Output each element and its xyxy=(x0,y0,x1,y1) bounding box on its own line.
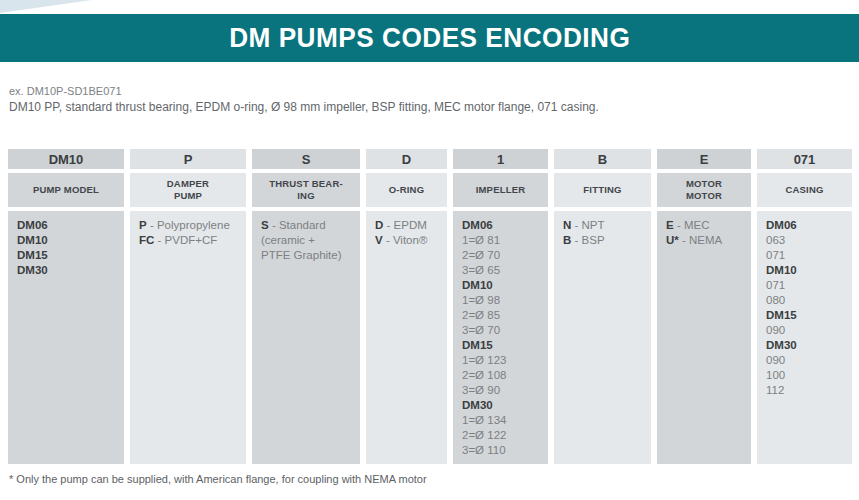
body-line: N - NPT xyxy=(563,218,642,233)
codes-table: DM10 PUMP MODEL DM06DM10DM15DM30 P DAMPE… xyxy=(8,149,851,464)
body-line: P - Polypropylene xyxy=(139,218,237,233)
column-code-cell: 1 xyxy=(453,149,548,169)
body-line: DM15 xyxy=(766,308,843,323)
body-line: DM10 xyxy=(766,263,843,278)
page-title: DM PUMPS CODES ENCODING xyxy=(229,23,630,54)
column-body-cell: S - Standard(ceramic +PTFE Graphite) xyxy=(252,211,360,464)
body-line: (ceramic + xyxy=(261,233,351,248)
example-block: ex. DM10P-SD1BE071 DM10 PP, standard thr… xyxy=(9,84,859,115)
body-line: V - Viton® xyxy=(375,233,438,248)
body-line: 3=Ø 110 xyxy=(462,443,539,458)
column-body-cell: P - PolypropyleneFC - PVDF+CF xyxy=(130,211,246,464)
body-line: PTFE Graphite) xyxy=(261,248,351,263)
column-body-cell: D - EPDMV - Viton® xyxy=(366,211,447,464)
column-label-cell: O-RING xyxy=(366,173,447,207)
body-line: DM15 xyxy=(17,248,115,263)
title-bar: DM PUMPS CODES ENCODING xyxy=(0,14,859,62)
body-line: DM06 xyxy=(766,218,843,233)
column-code-cell: S xyxy=(252,149,360,169)
body-line: B - BSP xyxy=(563,233,642,248)
table-column-3: S THRUST BEAR- ING S - Standard(ceramic … xyxy=(252,149,360,464)
column-code-cell: E xyxy=(657,149,751,169)
column-label-cell: IMPELLER xyxy=(453,173,548,207)
column-label-cell: FITTING xyxy=(554,173,651,207)
body-line: DM30 xyxy=(17,263,115,278)
body-line: 3=Ø 70 xyxy=(462,323,539,338)
table-column-2: P DAMPER PUMP P - PolypropyleneFC - PVDF… xyxy=(130,149,246,464)
body-line: DM15 xyxy=(462,338,539,353)
body-line: 2=Ø 70 xyxy=(462,248,539,263)
body-line: DM30 xyxy=(766,338,843,353)
body-line: E - MEC xyxy=(666,218,742,233)
body-line: D - EPDM xyxy=(375,218,438,233)
column-body-cell: DM06DM10DM15DM30 xyxy=(8,211,124,464)
column-code-cell: DM10 xyxy=(8,149,124,169)
table-column-4: D O-RING D - EPDMV - Viton® xyxy=(366,149,447,464)
body-line: 063 xyxy=(766,233,843,248)
body-line: 1=Ø 81 xyxy=(462,233,539,248)
column-label-cell: PUMP MODEL xyxy=(8,173,124,207)
body-line: 090 xyxy=(766,323,843,338)
body-line: DM10 xyxy=(17,233,115,248)
body-line: 3=Ø 90 xyxy=(462,383,539,398)
table-column-8: 071 CASING DM06063071DM10071080DM15090DM… xyxy=(757,149,852,464)
body-line: 1=Ø 134 xyxy=(462,413,539,428)
body-line: 112 xyxy=(766,383,843,398)
column-body-cell: DM06063071DM10071080DM15090DM30090100112 xyxy=(757,211,852,464)
table-column-7: E MOTOR MOTOR E - MECU* - NEMA xyxy=(657,149,751,464)
column-label-cell: CASING xyxy=(757,173,852,207)
column-code-cell: D xyxy=(366,149,447,169)
body-line: 2=Ø 85 xyxy=(462,308,539,323)
body-line: DM10 xyxy=(462,278,539,293)
column-code-cell: P xyxy=(130,149,246,169)
body-line: 100 xyxy=(766,368,843,383)
body-line: S - Standard xyxy=(261,218,351,233)
table-column-6: B FITTING N - NPTB - BSP xyxy=(554,149,651,464)
body-line: 1=Ø 123 xyxy=(462,353,539,368)
body-line: DM30 xyxy=(462,398,539,413)
body-line: 071 xyxy=(766,248,843,263)
column-label-cell: THRUST BEAR- ING xyxy=(252,173,360,207)
body-line: 080 xyxy=(766,293,843,308)
column-code-cell: B xyxy=(554,149,651,169)
page-corner-decoration xyxy=(0,0,92,13)
column-body-cell: N - NPTB - BSP xyxy=(554,211,651,464)
table-column-5: 1 IMPELLER DM061=Ø 812=Ø 703=Ø 65DM101=Ø… xyxy=(453,149,548,464)
body-line: FC - PVDF+CF xyxy=(139,233,237,248)
column-body-cell: DM061=Ø 812=Ø 703=Ø 65DM101=Ø 982=Ø 853=… xyxy=(453,211,548,464)
column-code-cell: 071 xyxy=(757,149,852,169)
body-line: 2=Ø 122 xyxy=(462,428,539,443)
example-code: ex. DM10P-SD1BE071 xyxy=(9,84,859,98)
body-line: 090 xyxy=(766,353,843,368)
body-line: DM06 xyxy=(17,218,115,233)
column-label-cell: DAMPER PUMP xyxy=(130,173,246,207)
body-line: 3=Ø 65 xyxy=(462,263,539,278)
body-line: 2=Ø 108 xyxy=(462,368,539,383)
body-line: DM06 xyxy=(462,218,539,233)
footnote: * Only the pump can be supplied, with Am… xyxy=(9,473,859,485)
body-line: 1=Ø 98 xyxy=(462,293,539,308)
body-line: 071 xyxy=(766,278,843,293)
column-body-cell: E - MECU* - NEMA xyxy=(657,211,751,464)
example-description: DM10 PP, standard thrust bearing, EPDM o… xyxy=(9,100,859,115)
table-column-1: DM10 PUMP MODEL DM06DM10DM15DM30 xyxy=(8,149,124,464)
body-line: U* - NEMA xyxy=(666,233,742,248)
column-label-cell: MOTOR MOTOR xyxy=(657,173,751,207)
